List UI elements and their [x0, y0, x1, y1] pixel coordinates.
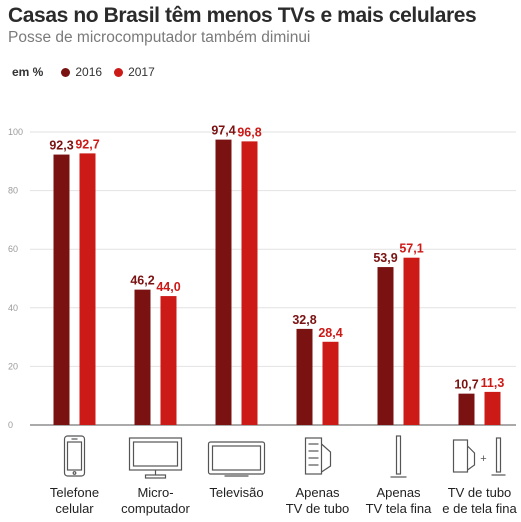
- bar-2016: [458, 393, 475, 425]
- legend-unit: em %: [12, 65, 44, 79]
- bar-2017: [322, 341, 339, 425]
- svg-text:+: +: [480, 453, 486, 465]
- legend-item-2016: 2016: [61, 65, 102, 79]
- y-tick-label: 40: [8, 303, 18, 313]
- y-tick-label: 20: [8, 361, 18, 371]
- data-label: 11,3: [481, 376, 505, 390]
- legend-swatch-2017: [114, 67, 124, 77]
- bar-2016: [296, 328, 313, 425]
- y-tick-label: 80: [8, 186, 18, 196]
- bar-2017: [79, 153, 96, 425]
- category-label: TV tela fina: [366, 501, 433, 516]
- y-tick-label: 60: [8, 244, 18, 254]
- data-label: 28,4: [318, 326, 342, 340]
- bar-2016: [134, 289, 151, 425]
- data-label: 53,9: [373, 251, 397, 265]
- legend-label-2017: 2017: [128, 65, 155, 79]
- chart-subtitle: Posse de microcomputador também diminui: [8, 29, 311, 46]
- data-label: 32,8: [292, 313, 316, 327]
- crt-and-flat-tv-icon: +: [452, 437, 506, 476]
- bar-2016: [215, 139, 232, 426]
- y-tick-label: 0: [8, 420, 13, 430]
- bar-2017: [241, 141, 258, 425]
- category-label: celular: [55, 501, 94, 516]
- data-label: 92,7: [75, 137, 99, 151]
- legend-swatch-2016: [61, 67, 71, 77]
- crt-tv-icon: [304, 437, 332, 475]
- data-label: 46,2: [130, 274, 154, 288]
- category-label: e de tela fina: [442, 501, 517, 516]
- bar-2017: [484, 391, 501, 425]
- chart-title: Casas no Brasil têm menos TVs e mais cel…: [8, 4, 477, 27]
- data-label: 10,7: [454, 378, 478, 392]
- y-tick-label: 100: [8, 127, 23, 137]
- flat-tv-icon: [390, 435, 407, 478]
- legend: em % 2016 2017: [12, 65, 167, 79]
- legend-item-2017: 2017: [114, 65, 155, 79]
- bar-2016: [377, 267, 394, 425]
- data-label: 96,8: [237, 125, 261, 139]
- data-label: 44,0: [156, 280, 180, 294]
- category-label: Apenas: [295, 485, 340, 500]
- bar-2017: [403, 257, 420, 425]
- category-label: computador: [121, 501, 190, 516]
- category-label: TV de tubo: [448, 485, 512, 500]
- category-label: Micro-: [137, 485, 173, 500]
- category-label: TV de tubo: [286, 501, 350, 516]
- category-label: Telefone: [50, 485, 99, 500]
- bar-2017: [160, 296, 177, 425]
- data-label: 57,1: [399, 242, 423, 256]
- data-label: 92,3: [49, 139, 73, 153]
- data-label: 97,4: [211, 124, 235, 138]
- category-label: Televisão: [209, 485, 263, 500]
- legend-label-2016: 2016: [75, 65, 103, 79]
- smartphone-icon: [63, 435, 86, 477]
- television-icon: [207, 441, 266, 477]
- bar-2016: [53, 154, 70, 425]
- category-label: Apenas: [376, 485, 421, 500]
- desktop-computer-icon: [128, 437, 183, 479]
